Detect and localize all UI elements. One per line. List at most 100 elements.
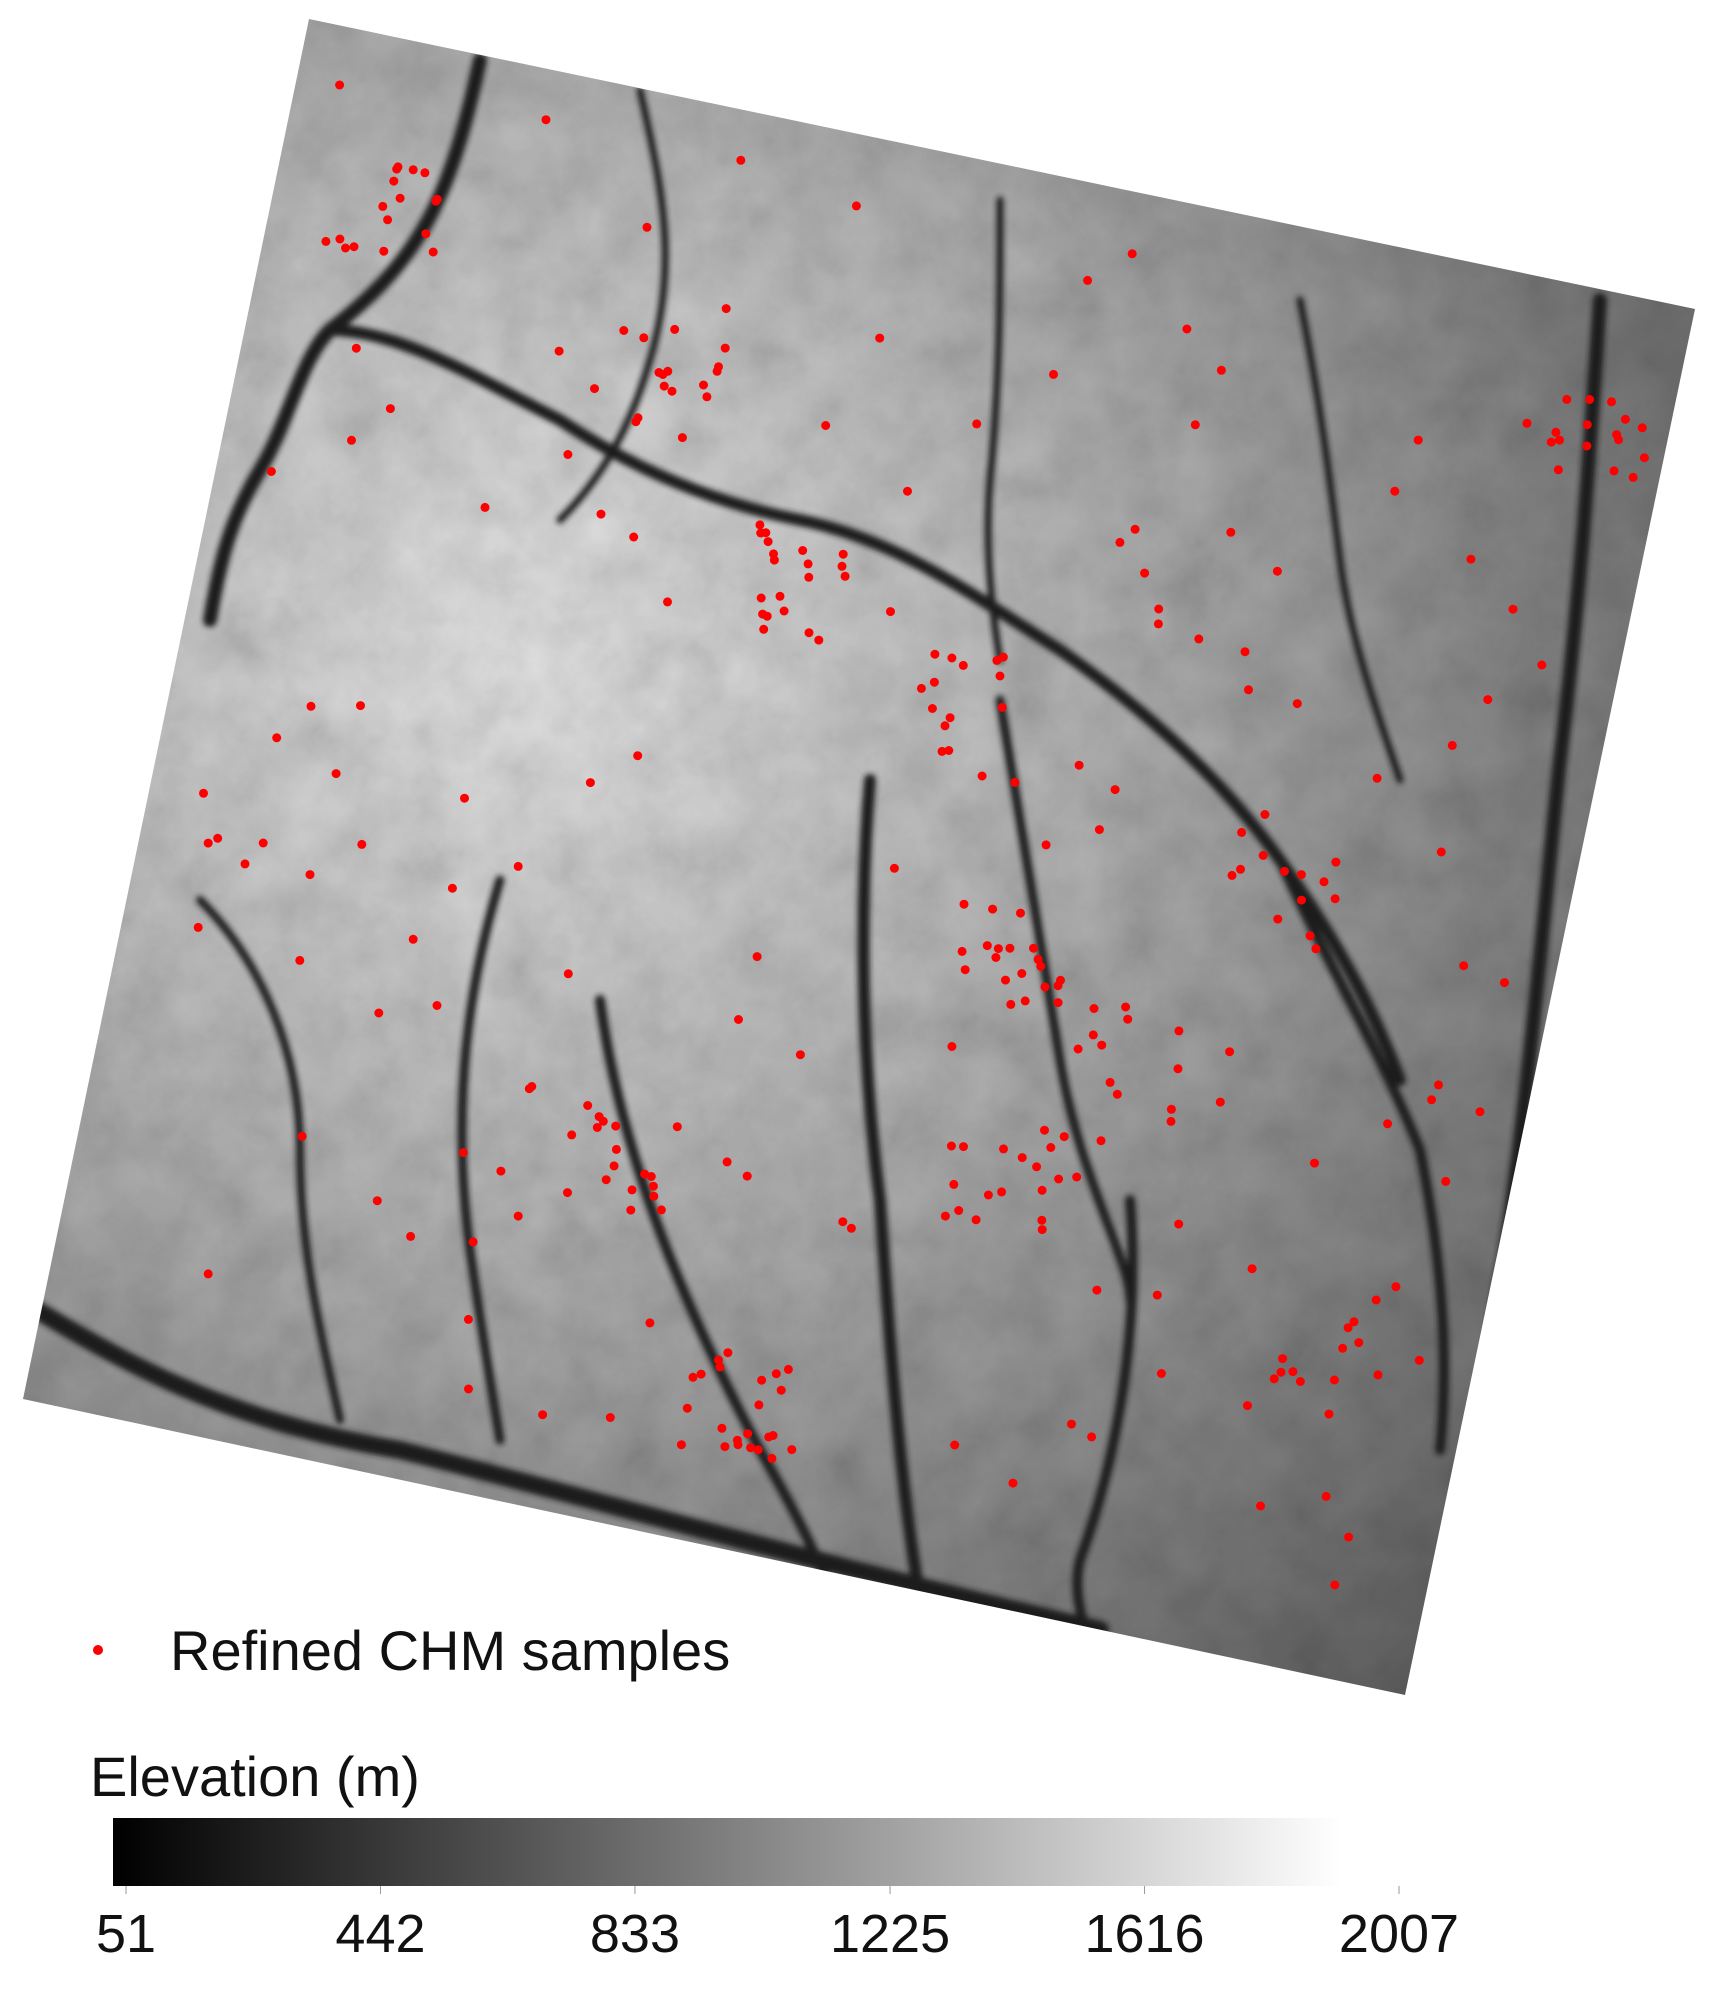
sample-point [756, 593, 766, 603]
sample-point [715, 1362, 725, 1372]
sample-point [1371, 1295, 1381, 1305]
sample-point [1459, 961, 1469, 971]
sample-point [768, 1431, 778, 1440]
sample-point [798, 546, 808, 555]
sample-point [1240, 647, 1250, 657]
sample-point [1096, 1136, 1106, 1146]
sample-point [758, 609, 768, 619]
sample-point [757, 1375, 767, 1385]
sample-point [1053, 998, 1063, 1008]
sample-point [1436, 847, 1446, 857]
sample-point [1244, 685, 1253, 695]
sample-point [940, 721, 950, 731]
sample-point [1112, 1089, 1122, 1099]
sample-point [1089, 1004, 1099, 1013]
sample-point [1006, 999, 1016, 1009]
sample-point [1269, 1374, 1279, 1384]
sample-point [1067, 1419, 1076, 1429]
sample-point [767, 1453, 777, 1463]
sample-point [203, 838, 213, 848]
sample-point [977, 771, 987, 781]
sample-point [428, 247, 438, 257]
sample-point [875, 333, 885, 343]
sample-point [1037, 1185, 1047, 1195]
sample-point [1154, 604, 1164, 614]
sample-point [596, 509, 606, 519]
sample-point [733, 1440, 743, 1450]
legend-marker [93, 1645, 103, 1655]
sample-point [1296, 870, 1306, 880]
sample-point [1037, 1225, 1047, 1235]
sample-point [916, 683, 926, 693]
sample-point [1372, 773, 1382, 783]
sample-point [1040, 982, 1050, 992]
sample-point [563, 1188, 572, 1198]
sample-point [983, 1190, 993, 1200]
sample-point [803, 559, 813, 569]
sample-point [1562, 394, 1572, 404]
sample-point [1182, 324, 1192, 334]
sample-point [663, 597, 672, 607]
sample-point [1032, 1162, 1042, 1172]
colorbar-tick-label: 2007 [1339, 1904, 1459, 1964]
sample-point [1273, 914, 1283, 924]
sample-point [754, 1400, 764, 1410]
sample-point [903, 486, 912, 496]
sample-point [714, 1355, 723, 1365]
sample-point [541, 115, 551, 125]
sample-point [743, 1429, 753, 1439]
sample-point [626, 1205, 636, 1215]
sample-point [1173, 1064, 1183, 1074]
sample-point [306, 701, 316, 711]
sample-point [814, 635, 824, 645]
sample-point [1414, 1355, 1424, 1365]
sample-point [1033, 954, 1043, 964]
sample-point [746, 1443, 756, 1453]
colorbar-tick-label: 442 [335, 1904, 425, 1964]
sample-point [1628, 472, 1638, 482]
sample-point [266, 467, 276, 476]
sample-point [1001, 975, 1010, 985]
sample-point [408, 934, 418, 944]
sample-point [783, 1364, 793, 1374]
sample-point [1037, 1215, 1047, 1225]
sample-point [742, 1171, 752, 1181]
sample-point [463, 1314, 473, 1324]
sample-point [1215, 1097, 1225, 1107]
sample-point [804, 572, 814, 582]
sample-point [645, 1318, 655, 1328]
sample-point [1020, 996, 1030, 1006]
sample-point [1500, 978, 1509, 988]
sample-point [496, 1166, 506, 1176]
sample-point [804, 628, 814, 638]
sample-point [1152, 1290, 1162, 1300]
sample-point [605, 1413, 615, 1422]
sample-point [1434, 1080, 1443, 1090]
sample-point [213, 833, 223, 843]
sample-points [193, 80, 1649, 1590]
sample-point [947, 1042, 957, 1051]
sample-point [1017, 969, 1027, 978]
sample-point [929, 677, 939, 687]
sample-point [1297, 895, 1306, 905]
sample-point [1413, 435, 1423, 445]
sample-point [958, 660, 968, 670]
sample-point [513, 861, 523, 871]
sample-point [995, 671, 1005, 681]
sample-point [1127, 249, 1137, 259]
sample-point [649, 1191, 659, 1201]
sample-point [1330, 1580, 1340, 1590]
sample-point [821, 421, 831, 430]
sample-point [1227, 870, 1237, 880]
sample-point [1292, 699, 1302, 709]
sample-point [1427, 1095, 1437, 1105]
sample-point [1166, 1116, 1176, 1126]
sample-point [1216, 365, 1226, 375]
sample-point [997, 702, 1007, 712]
sample-point [993, 944, 1003, 954]
sample-point [1585, 395, 1595, 404]
sample-point [1321, 1491, 1331, 1501]
sample-point [199, 788, 208, 798]
sample-point [480, 502, 490, 512]
